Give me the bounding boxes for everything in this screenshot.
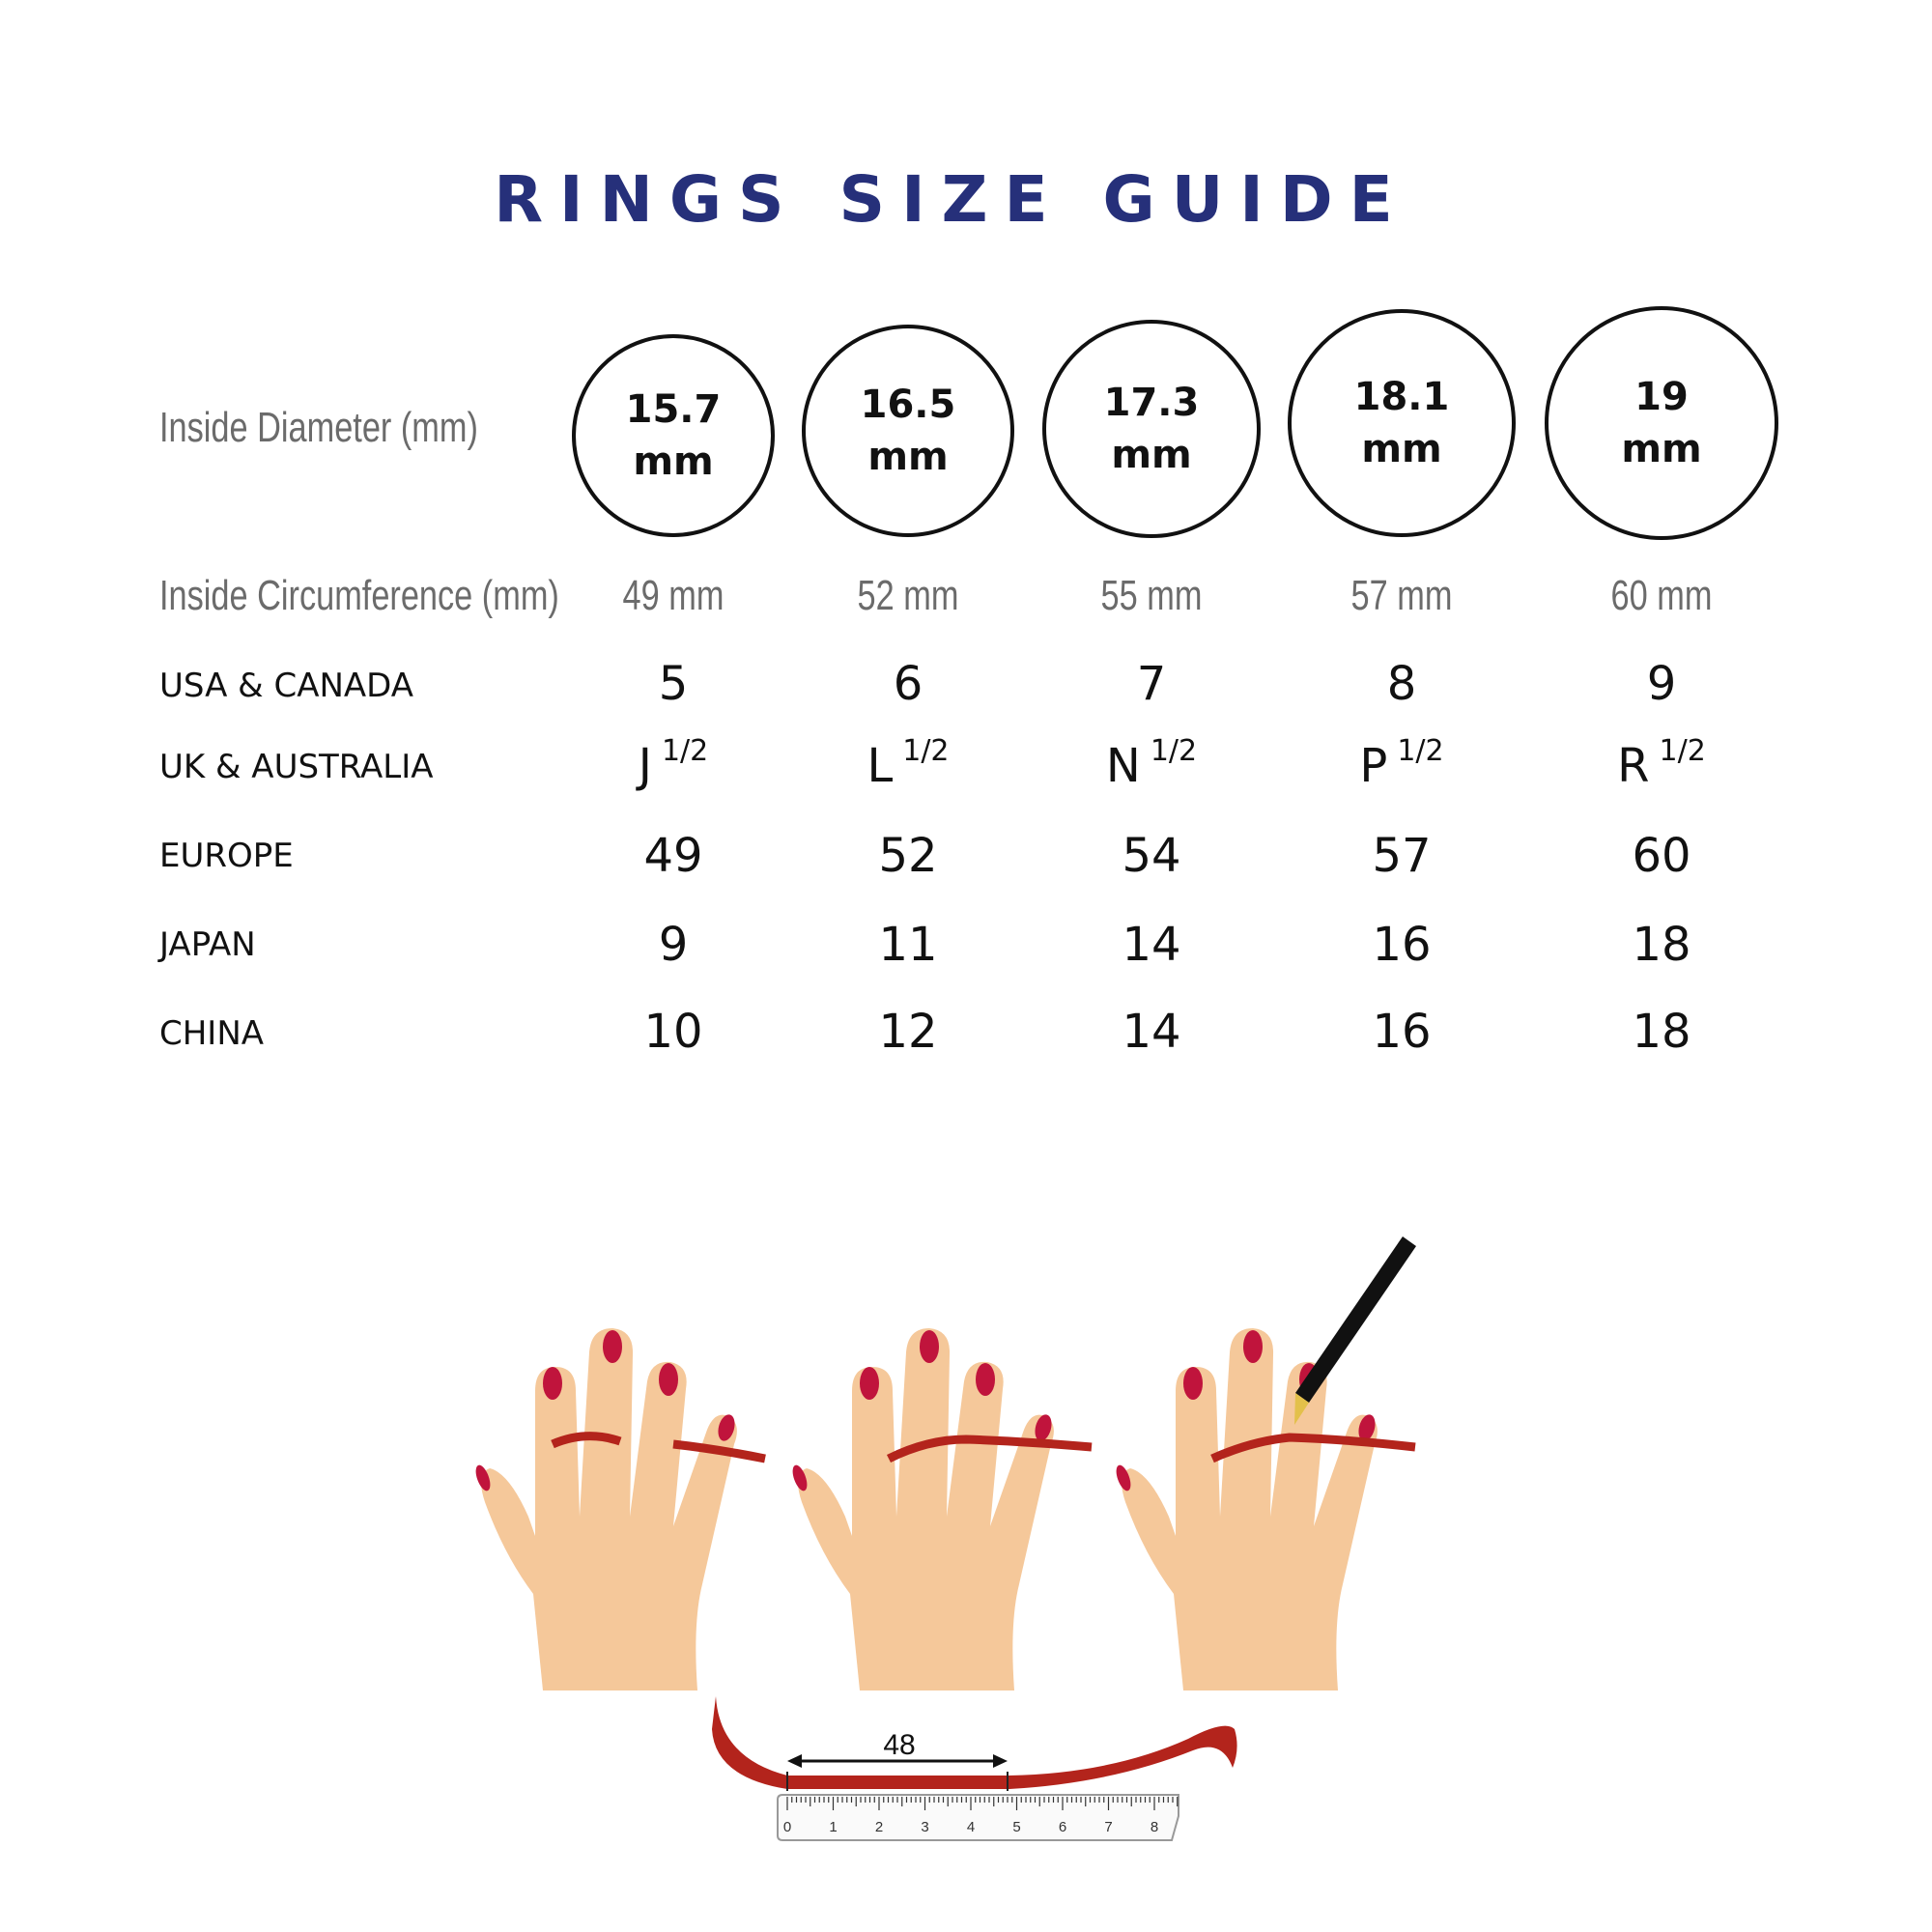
pencil-icon xyxy=(1294,1236,1416,1425)
diameter-unit: mm xyxy=(1621,427,1702,471)
europe-size-value: 49 xyxy=(643,829,703,883)
usa-size-value: 8 xyxy=(1386,657,1417,711)
china-size-value: 18 xyxy=(1632,1005,1691,1059)
japan-size-value: 9 xyxy=(658,918,689,972)
usa-size-value: 9 xyxy=(1646,657,1677,711)
japan-size-value: 11 xyxy=(878,918,938,972)
uk-letter: R xyxy=(1617,739,1650,793)
ruler-label: 6 xyxy=(1059,1819,1066,1835)
ruler-label: 8 xyxy=(1151,1819,1158,1835)
japan-size-value: 18 xyxy=(1632,918,1691,972)
uk-size-value: N 1/2 xyxy=(1106,734,1197,793)
row-label-europe: EUROPE xyxy=(159,837,294,875)
row-label-inside-diameter: Inside Diameter (mm) xyxy=(159,404,478,451)
europe-size-value: 54 xyxy=(1122,829,1181,883)
circumference-size-value: 52 mm xyxy=(857,572,959,619)
europe-size-value: 52 xyxy=(878,829,938,883)
diameter-unit: mm xyxy=(1111,433,1192,477)
uk-size-value: L 1/2 xyxy=(867,734,949,793)
diameter-unit: mm xyxy=(633,440,714,484)
hand-step-3 xyxy=(1113,1328,1416,1690)
diameter-unit: mm xyxy=(1361,427,1442,471)
row-label-inside-circumference: Inside Circumference (mm) xyxy=(159,572,559,619)
ring-size-circle: 17.3 mm xyxy=(1042,320,1261,538)
row-label-usa-canada: USA & CANADA xyxy=(159,667,414,705)
uk-size-value: J 1/2 xyxy=(639,734,708,793)
row-label-japan: JAPAN xyxy=(159,925,256,964)
uk-size-value: P 1/2 xyxy=(1359,734,1443,793)
ruler-label: 3 xyxy=(921,1819,928,1835)
uk-fraction: 1/2 xyxy=(661,734,709,768)
europe-size-value: 60 xyxy=(1632,829,1691,883)
uk-size-value: R 1/2 xyxy=(1617,734,1706,793)
hand-step-1 xyxy=(472,1328,766,1690)
hand-step-2 xyxy=(789,1328,1093,1690)
uk-letter: P xyxy=(1359,739,1388,793)
uk-fraction: 1/2 xyxy=(1150,734,1198,768)
usa-size-value: 6 xyxy=(893,657,923,711)
uk-letter: L xyxy=(867,739,894,793)
circumference-size-value: 49 mm xyxy=(622,572,724,619)
china-size-value: 16 xyxy=(1372,1005,1432,1059)
ring-size-circle: 16.5 mm xyxy=(802,325,1014,537)
china-size-value: 12 xyxy=(878,1005,938,1059)
row-label-china: CHINA xyxy=(159,1014,265,1053)
circumference-size-value: 57 mm xyxy=(1350,572,1453,619)
page-title: RINGS SIZE GUIDE xyxy=(494,162,1409,237)
diameter-value: 18.1 xyxy=(1353,375,1450,419)
china-size-value: 14 xyxy=(1122,1005,1181,1059)
ruler-label: 0 xyxy=(783,1819,791,1835)
usa-size-value: 5 xyxy=(658,657,689,711)
ruler-label: 2 xyxy=(875,1819,883,1835)
diameter-value: 16.5 xyxy=(860,383,956,427)
diameter-value: 19 xyxy=(1634,375,1689,419)
ruler-label: 4 xyxy=(967,1819,975,1835)
ruler-label: 5 xyxy=(1012,1819,1020,1835)
ring-size-circle: 18.1 mm xyxy=(1288,309,1516,537)
uk-fraction: 1/2 xyxy=(902,734,950,768)
europe-size-value: 57 xyxy=(1372,829,1432,883)
row-label-uk-australia: UK & AUSTRALIA xyxy=(159,748,434,786)
uk-letter: J xyxy=(638,739,652,793)
japan-size-value: 16 xyxy=(1372,918,1432,972)
ruler: 0 1 2 3 4 5 6 7 8 xyxy=(777,1794,1179,1841)
usa-size-value: 7 xyxy=(1136,657,1167,711)
ruler-label: 1 xyxy=(829,1819,837,1835)
ring-size-circle: 19 mm xyxy=(1545,306,1778,540)
china-size-value: 10 xyxy=(643,1005,703,1059)
diameter-value: 17.3 xyxy=(1103,381,1200,425)
japan-size-value: 14 xyxy=(1122,918,1181,972)
diameter-unit: mm xyxy=(867,435,949,479)
measuring-string xyxy=(712,1696,1237,1789)
ruler-label: 7 xyxy=(1104,1819,1112,1835)
measure-arrow xyxy=(787,1754,1008,1768)
uk-fraction: 1/2 xyxy=(1659,734,1706,768)
diameter-value: 15.7 xyxy=(625,387,722,432)
circumference-size-value: 60 mm xyxy=(1610,572,1713,619)
circumference-size-value: 55 mm xyxy=(1100,572,1203,619)
ring-size-circle: 15.7 mm xyxy=(572,334,775,537)
uk-letter: N xyxy=(1105,739,1141,793)
measure-label: 48 xyxy=(883,1729,915,1761)
uk-fraction: 1/2 xyxy=(1397,734,1444,768)
